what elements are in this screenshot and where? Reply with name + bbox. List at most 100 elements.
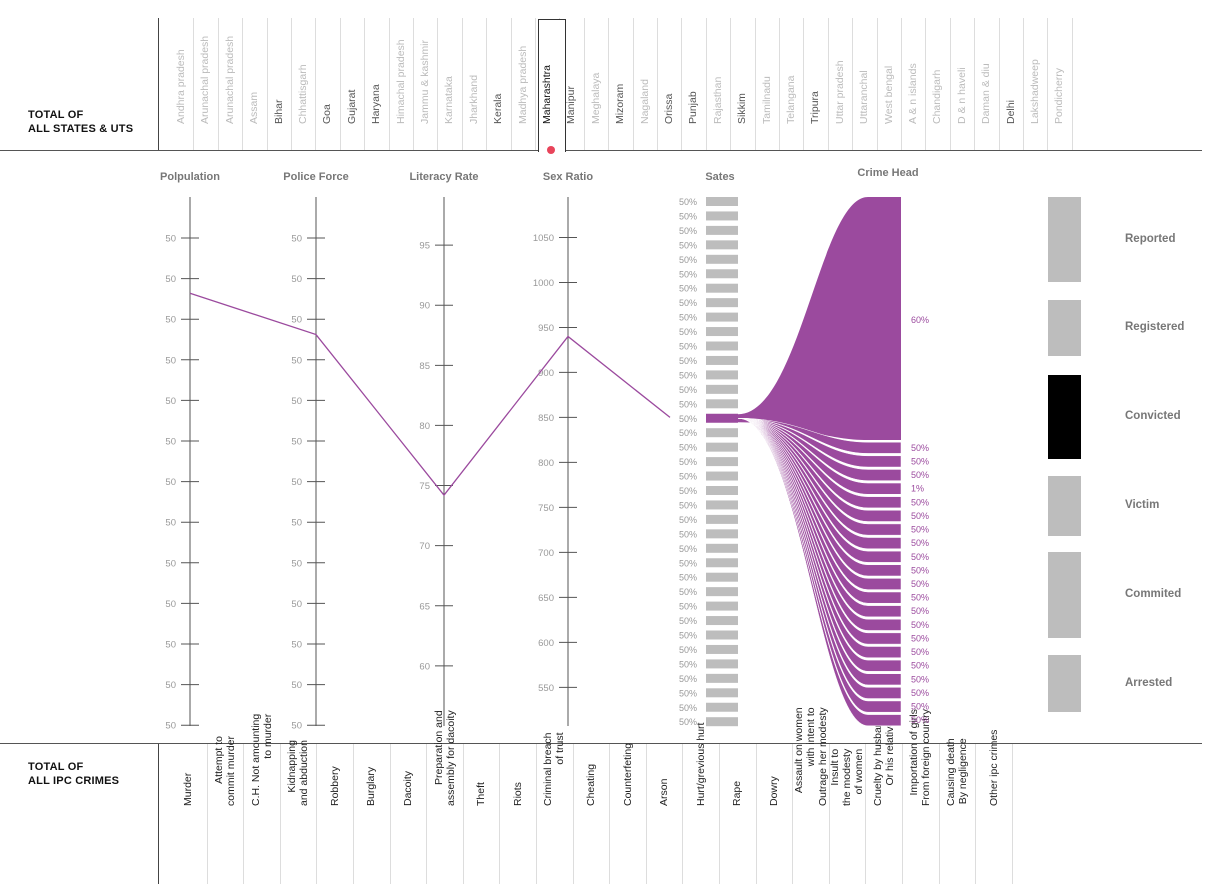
crime-item[interactable]: Dacoity [402, 771, 414, 806]
selected-state-box [538, 19, 566, 152]
crimes-left-edge [158, 744, 159, 884]
crime-column-divider [462, 744, 464, 884]
crime-head-label: 50% [911, 579, 929, 589]
crime-column-divider [353, 744, 354, 884]
state-item[interactable]: Meghalaya [589, 72, 602, 124]
state-item[interactable]: Chandigarh [931, 69, 944, 124]
crime-head-label: 50% [911, 443, 929, 453]
state-item[interactable]: Assam [248, 91, 261, 124]
status-label[interactable]: Convicted [1125, 410, 1181, 422]
crime-item-line: Murder [182, 772, 195, 806]
crime-item[interactable]: Cruelty by husband Or his relatives [872, 716, 896, 806]
crime-item[interactable]: Importation of girls From foreign country [908, 709, 932, 806]
state-item[interactable]: Haryana [370, 84, 383, 124]
state-item[interactable]: Nagaland [638, 79, 651, 124]
crime-item[interactable]: Assault on women with intent to Outrage he… [793, 707, 829, 806]
sates-bar [706, 644, 738, 654]
state-item[interactable]: Sikkim [736, 93, 749, 124]
state-item[interactable]: Maharashtra [541, 65, 553, 124]
state-item[interactable]: Madhya pradesh [516, 45, 529, 124]
state-item[interactable]: Jharkhand [467, 74, 480, 124]
crime-item[interactable]: Counterfeting [622, 743, 634, 806]
sates-bar-label: 50% [679, 370, 697, 380]
state-item[interactable]: Arunachal pradesh [199, 35, 212, 124]
state-item[interactable]: West bengal [882, 65, 895, 124]
status-label[interactable]: Arrested [1125, 676, 1173, 689]
crime-column-divider [1011, 744, 1013, 884]
crime-item-line: Causing death [944, 738, 957, 806]
axis-tick-label: 50 [165, 518, 176, 529]
crime-item[interactable]: Attempt to commit murder [213, 736, 237, 806]
state-item[interactable]: Telangana [785, 75, 797, 124]
crime-item[interactable]: Burglary [365, 767, 377, 806]
sates-bar [706, 514, 738, 524]
state-item[interactable]: Goa [321, 104, 334, 124]
crime-item[interactable]: Murder [182, 773, 194, 806]
state-item[interactable]: Manipur [565, 86, 578, 124]
state-item[interactable]: Arunachal pradesh [223, 35, 236, 124]
sates-bar-label: 50% [679, 616, 697, 626]
state-item[interactable]: Gujarat [345, 89, 358, 124]
status-label[interactable]: Commited [1125, 588, 1182, 600]
state-item[interactable]: Tripura [809, 91, 822, 124]
crime-item[interactable]: Criminal breach of trust [542, 732, 566, 806]
crime-item[interactable]: Rape [731, 781, 743, 806]
state-item[interactable]: Rajasthan [711, 76, 724, 124]
axis-tick-label: 50 [291, 477, 302, 488]
axis-tick-label: 50 [165, 437, 176, 448]
crime-head-flow [737, 418, 902, 577]
axis-tick-label: 800 [538, 458, 554, 469]
state-item[interactable]: Jammu & kashmir [419, 39, 431, 124]
crime-item[interactable]: Theft [475, 782, 487, 806]
state-item[interactable]: A & n islands [907, 63, 919, 124]
status-label[interactable]: Registered [1125, 321, 1185, 333]
state-item[interactable]: Orissa [663, 93, 675, 124]
state-item[interactable]: Delhi [1004, 100, 1017, 124]
crime-column-divider [609, 744, 611, 884]
crime-head-flow [737, 418, 902, 727]
status-label[interactable]: Reported [1125, 232, 1176, 245]
crime-item[interactable]: C.H. Not amounting to murder [250, 714, 274, 806]
state-item[interactable]: D & n haveli [955, 67, 968, 124]
state-item[interactable]: Mizoram [614, 83, 627, 124]
sates-bar [706, 399, 738, 409]
axis-tick-label: 50 [165, 355, 176, 366]
crime-item[interactable]: Arson [658, 779, 670, 806]
crime-item[interactable]: Cheating [585, 764, 597, 806]
crime-item[interactable]: Hurt/grevious hurt [695, 723, 707, 806]
axis-title-sex-ratio: Sex Ratio [542, 171, 594, 183]
crime-column-divider [792, 744, 794, 884]
axis-tick-label: 50 [291, 234, 302, 245]
state-item[interactable]: Pondicherry [1053, 67, 1066, 124]
crime-item[interactable]: Preparation and assembly for dacoity [433, 710, 457, 806]
state-item[interactable]: Daman & diu [980, 63, 993, 124]
sates-bar [706, 630, 738, 640]
crime-item[interactable]: Dowry [768, 776, 780, 806]
states-header-line2: ALL STATES & UTS [28, 123, 134, 135]
state-item[interactable]: Andhra pradesh [175, 49, 187, 124]
crime-head-flow [737, 418, 902, 509]
state-column-divider [266, 18, 268, 150]
state-item[interactable]: Uttaranchal [858, 70, 871, 124]
crime-item[interactable]: Kidnapping and abduction [286, 740, 310, 806]
state-item[interactable]: Himachal pradesh [394, 39, 407, 124]
state-item[interactable]: Punjab [687, 91, 700, 124]
axis-tick-label: 50 [291, 599, 302, 610]
state-item[interactable]: Lakshadweep [1029, 59, 1041, 124]
crime-head-flow [737, 418, 902, 522]
crime-item[interactable]: Other ipc crimes [988, 730, 1000, 806]
state-item[interactable]: Karnataka [443, 76, 456, 124]
status-label[interactable]: Victim [1125, 499, 1160, 511]
crime-item[interactable]: Insult to the modesty of women [829, 749, 865, 806]
state-item[interactable]: Kerala [492, 93, 505, 124]
crime-item[interactable]: Robbery [329, 766, 341, 806]
state-item[interactable]: Uttar pradesh [833, 60, 846, 124]
state-item[interactable]: Bihar [272, 99, 285, 124]
state-item[interactable]: Chhattisgarh [297, 64, 309, 124]
crime-item[interactable]: Riots [512, 782, 524, 806]
crime-item[interactable]: Causing death By negligence [945, 738, 969, 806]
state-column-divider [583, 18, 585, 150]
crime-item-line: Theft [475, 782, 488, 806]
state-item[interactable]: Tamilnadu [760, 76, 773, 124]
crime-item-line: Counterfeting [621, 742, 634, 806]
